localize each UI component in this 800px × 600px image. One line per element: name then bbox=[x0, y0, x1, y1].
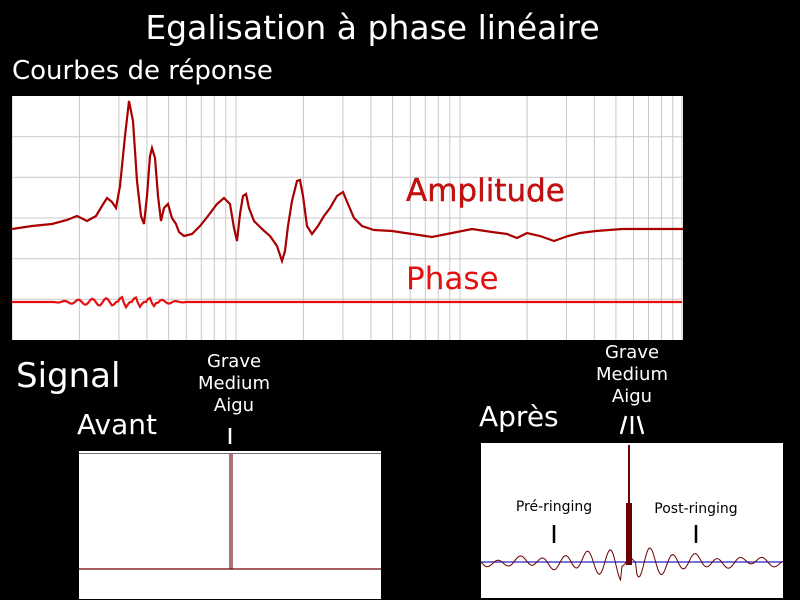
phase-label: Phase bbox=[406, 261, 499, 297]
after-label: Après bbox=[479, 400, 559, 433]
band-label-grave: Grave bbox=[206, 351, 262, 372]
before-signal-panel bbox=[79, 451, 381, 599]
after-band-labels: Grave Medium Aigu bbox=[582, 342, 682, 408]
band-label-aigu: Aigu bbox=[611, 386, 653, 407]
page-title: Egalisation à phase linéaire bbox=[145, 8, 600, 47]
post-ringing-label: Post-ringing bbox=[654, 501, 737, 517]
response-curves-panel: Amplitude Phase bbox=[12, 96, 683, 340]
before-band-labels: Grave Medium Aigu bbox=[184, 351, 284, 417]
pre-ringing-label: Pré-ringing bbox=[516, 499, 592, 515]
main-impulse-body bbox=[626, 503, 632, 565]
after-marker bbox=[619, 415, 645, 435]
phase-curve bbox=[12, 295, 682, 310]
band-label-aigu: Aigu bbox=[213, 395, 255, 416]
band-label-grave: Grave bbox=[604, 342, 660, 363]
before-label: Avant bbox=[77, 408, 157, 441]
amplitude-label: Amplitude bbox=[406, 173, 565, 209]
after-signal-panel: Pré-ringing Post-ringing bbox=[481, 443, 783, 598]
amplitude-curve bbox=[12, 100, 683, 265]
band-label-medium: Medium bbox=[198, 373, 270, 394]
signal-heading: Signal bbox=[16, 356, 121, 396]
response-curves-heading: Courbes de réponse bbox=[12, 56, 273, 86]
before-marker bbox=[228, 428, 232, 444]
band-label-medium: Medium bbox=[596, 364, 668, 385]
